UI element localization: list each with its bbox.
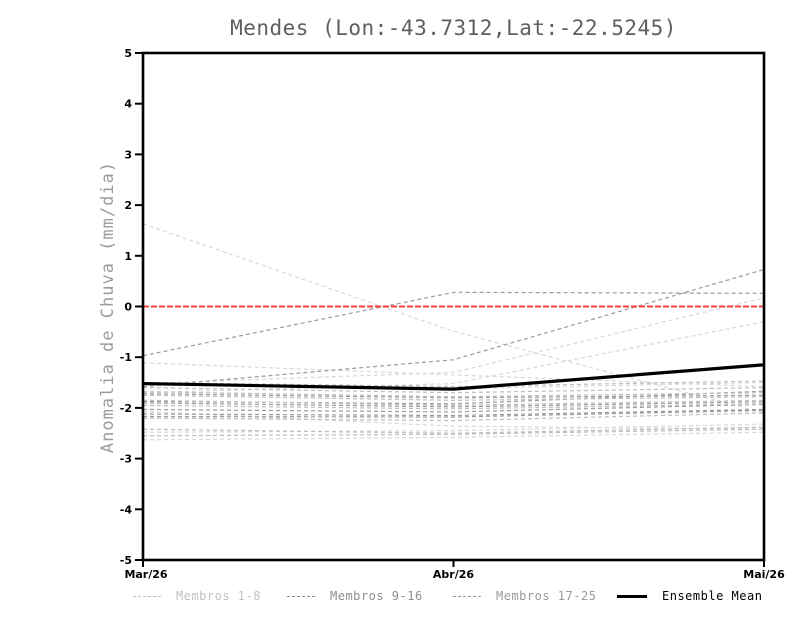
legend-label: Membros 1-8 — [176, 589, 261, 603]
legend-item-ensemble-mean: Ensemble Mean — [617, 589, 762, 603]
ensemble-member-line — [142, 393, 765, 399]
legend-label: Membros 9-16 — [330, 589, 423, 603]
ensemble-member-line — [142, 268, 765, 388]
ensemble-member-line — [142, 408, 765, 417]
ensemble-member-line — [142, 399, 765, 406]
ensemble-member-line — [142, 409, 765, 418]
ensemble-member-line — [142, 387, 765, 394]
ensemble-member-line — [142, 426, 765, 434]
y-tick-label: 0 — [124, 301, 132, 314]
ensemble-member-line — [142, 297, 765, 385]
legend-item-membros-17-25: Membros 17-25 — [453, 589, 596, 603]
ensemble-member-line — [142, 431, 765, 441]
ensemble-member-line — [142, 401, 765, 408]
chart-title: Mendes (Lon:-43.7312,Lat:-22.5245) — [230, 16, 677, 40]
legend-item-membros-1-8: Membros 1-8 — [133, 589, 261, 603]
dashed-line-sample — [453, 595, 481, 597]
ensemble-mean-line — [142, 363, 765, 391]
ensemble-member-line — [142, 223, 765, 414]
ensemble-member-line — [142, 390, 765, 405]
y-tick-label: -5 — [120, 554, 132, 567]
ensemble-member-line — [142, 403, 765, 410]
ensemble-member-line — [142, 362, 765, 388]
y-tick-label: 4 — [124, 98, 132, 111]
ensemble-member-line — [142, 380, 765, 388]
ensemble-member-line — [142, 410, 765, 430]
solid-line-sample — [617, 594, 647, 598]
ensemble-member-line — [142, 321, 765, 394]
legend-label: Membros 17-25 — [496, 589, 597, 603]
x-tick-label: Abr/26 — [433, 568, 474, 581]
ensemble-member-line — [142, 412, 765, 422]
ensemble-member-line — [142, 391, 765, 398]
legend-item-membros-9-16: Membros 9-16 — [287, 589, 423, 603]
dashed-line-sample — [133, 595, 161, 597]
ensemble-member-line — [142, 403, 765, 413]
y-tick-label: -2 — [120, 402, 132, 415]
ensemble-member-line — [142, 423, 765, 433]
y-tick-label: 2 — [124, 199, 132, 212]
dashed-line-sample — [287, 595, 315, 597]
x-tick-label: Mar/26 — [124, 568, 167, 581]
y-tick-label: -1 — [120, 351, 132, 364]
ensemble-member-line — [142, 291, 765, 357]
y-tick-label: -3 — [120, 453, 132, 466]
ensemble-member-line — [142, 428, 765, 437]
y-tick-label: -4 — [120, 503, 133, 516]
y-tick-label: 5 — [124, 47, 132, 60]
x-tick-label: Mai/26 — [743, 568, 785, 581]
y-tick-label: 1 — [124, 250, 132, 263]
y-tick-label: 3 — [124, 148, 132, 161]
ensemble-member-line — [142, 394, 765, 401]
legend-label: Ensemble Mean — [662, 589, 763, 603]
legend: Membros 1-8 Membros 9-16 Membros 17-25 E… — [0, 589, 800, 609]
